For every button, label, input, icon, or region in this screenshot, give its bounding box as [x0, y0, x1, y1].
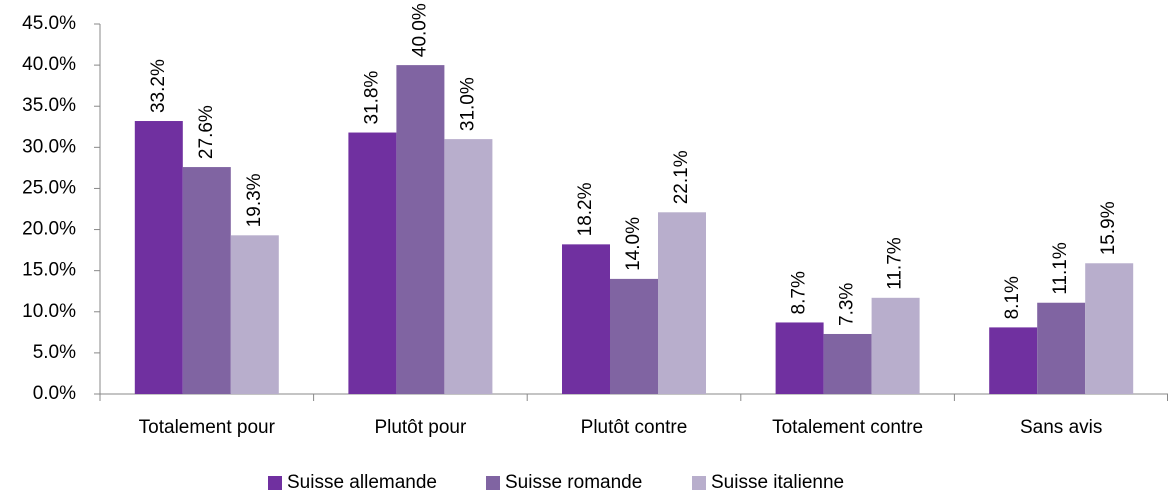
x-tick-label: Plutôt contre — [581, 417, 688, 438]
y-tick-label: 5.0% — [33, 342, 76, 363]
legend-label: Suisse allemande — [287, 472, 437, 493]
y-tick-label: 0.0% — [33, 383, 76, 404]
y-tick-label: 10.0% — [22, 301, 76, 322]
bar — [396, 65, 445, 394]
bar — [610, 278, 658, 394]
x-tick-label: Totalement contre — [772, 417, 923, 438]
y-tick-label: 35.0% — [22, 95, 76, 116]
y-tick-label: 25.0% — [22, 177, 76, 198]
bar — [444, 139, 493, 394]
legend-swatch — [486, 476, 500, 490]
x-tick-label: Totalement pour — [139, 417, 276, 438]
data-label: 18.2% — [575, 182, 596, 236]
data-label: 15.9% — [1098, 201, 1119, 255]
bar — [658, 212, 706, 394]
data-label: 11.7% — [885, 237, 906, 290]
x-tick-label: Plutôt pour — [374, 417, 467, 438]
legend-swatch — [692, 476, 706, 490]
bar — [871, 297, 920, 394]
legend-label: Suisse italienne — [711, 472, 844, 493]
bar — [1037, 302, 1086, 394]
data-label: 27.6% — [196, 105, 217, 159]
data-label: 8.7% — [789, 271, 810, 314]
data-label: 11.1% — [1050, 242, 1071, 295]
bar — [230, 235, 279, 394]
x-tick-label: Sans avis — [1020, 417, 1102, 438]
data-label: 7.3% — [837, 283, 858, 326]
bar — [775, 322, 824, 394]
bar — [182, 167, 231, 394]
bar — [823, 333, 872, 394]
bar — [989, 327, 1038, 394]
y-tick-label: 20.0% — [22, 219, 76, 240]
legend-label: Suisse romande — [505, 472, 642, 493]
legend-swatch — [268, 476, 282, 490]
bar — [562, 244, 610, 394]
bar — [1085, 263, 1134, 394]
data-label: 19.3% — [244, 173, 265, 227]
data-label: 8.1% — [1002, 276, 1023, 319]
data-label: 14.0% — [623, 217, 644, 271]
y-tick-label: 45.0% — [22, 13, 76, 34]
bar — [134, 121, 183, 395]
data-label: 31.8% — [361, 71, 382, 125]
data-label: 31.0% — [457, 77, 478, 131]
data-label: 33.2% — [148, 59, 169, 113]
data-label: 22.1% — [671, 150, 692, 204]
y-tick-label: 30.0% — [22, 136, 76, 157]
y-tick-label: 15.0% — [22, 260, 76, 281]
data-label: 40.0% — [409, 3, 430, 57]
bar — [348, 132, 397, 395]
y-tick-label: 40.0% — [22, 54, 76, 75]
